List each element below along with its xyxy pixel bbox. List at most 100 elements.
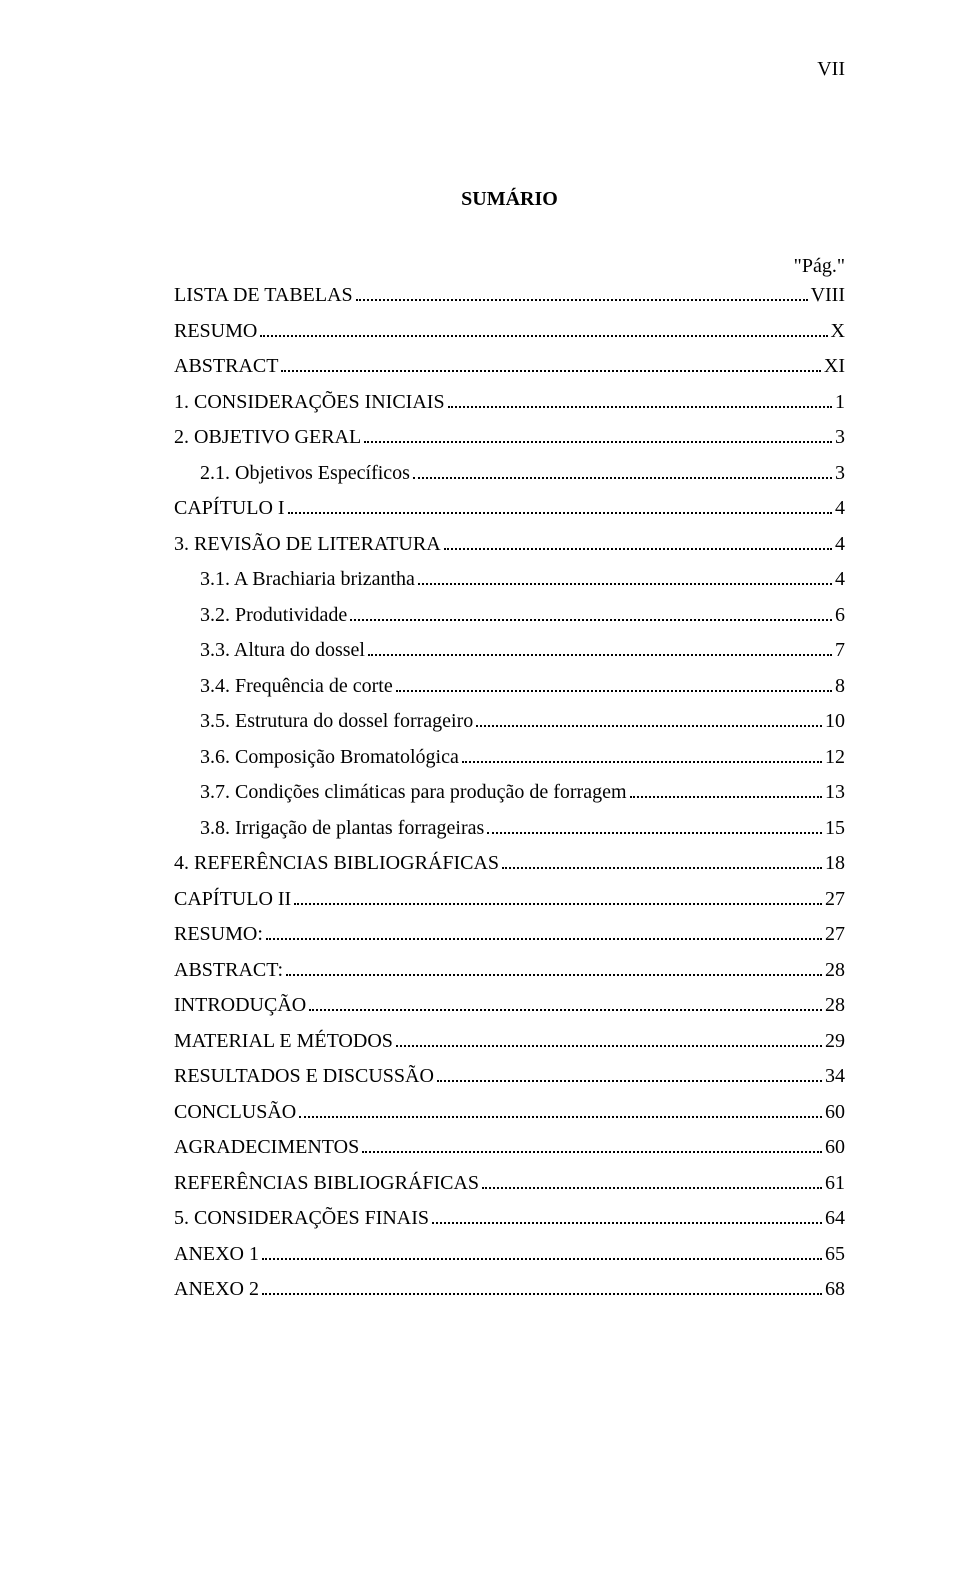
toc-entry-label: 3.6. Composição Bromatológica xyxy=(200,746,459,769)
toc-entry-page: 28 xyxy=(825,994,845,1017)
toc-dot-leader xyxy=(444,548,832,550)
toc-entry: RESULTADOS E DISCUSSÃO34 xyxy=(174,1065,845,1088)
toc-entry-page: 68 xyxy=(825,1278,845,1301)
toc-entry: 1. CONSIDERAÇÕES INICIAIS 1 xyxy=(174,391,845,414)
toc-entry-label: RESUMO xyxy=(174,320,257,343)
toc-entry: 5. CONSIDERAÇÕES FINAIS 64 xyxy=(174,1207,845,1230)
toc-dot-leader xyxy=(356,299,808,301)
toc-entry-page: 13 xyxy=(825,781,845,804)
toc-entry-label: MATERIAL E MÉTODOS xyxy=(174,1030,393,1053)
toc-entry-page: 64 xyxy=(825,1207,845,1230)
toc-entry-page: 34 xyxy=(825,1065,845,1088)
toc-dot-leader xyxy=(413,477,832,479)
toc-entry-label: 3.8. Irrigação de plantas forrageiras xyxy=(200,817,484,840)
page-column-label: "Pág." xyxy=(174,255,845,278)
toc-entry-label: 1. CONSIDERAÇÕES INICIAIS xyxy=(174,391,445,414)
toc-dot-leader xyxy=(309,1009,822,1011)
toc-entry-label: 5. CONSIDERAÇÕES FINAIS xyxy=(174,1207,429,1230)
toc-dot-leader xyxy=(482,1187,822,1189)
toc-entry: 3.5. Estrutura do dossel forrageiro 10 xyxy=(174,710,845,733)
toc-entry-page: 29 xyxy=(825,1030,845,1053)
toc-dot-leader xyxy=(487,832,822,834)
toc-entry-page: 3 xyxy=(835,462,845,485)
toc-entry-label: AGRADECIMENTOS xyxy=(174,1136,359,1159)
toc-dot-leader xyxy=(396,1045,822,1047)
toc-entry: 4. REFERÊNCIAS BIBLIOGRÁFICAS 18 xyxy=(174,852,845,875)
toc-entry-label: 4. REFERÊNCIAS BIBLIOGRÁFICAS xyxy=(174,852,499,875)
toc-dot-leader xyxy=(350,619,832,621)
toc-entry-page: 4 xyxy=(835,533,845,556)
toc-entry-page: 10 xyxy=(825,710,845,733)
toc-dot-leader xyxy=(299,1116,822,1118)
toc-entry-label: ANEXO 1 xyxy=(174,1243,259,1266)
toc-dot-leader xyxy=(368,654,832,656)
toc-entry-page: 60 xyxy=(825,1136,845,1159)
toc-entry: CAPÍTULO II 27 xyxy=(174,888,845,911)
toc-entry-label: 3. REVISÃO DE LITERATURA xyxy=(174,533,441,556)
toc-entry-page: XI xyxy=(824,355,845,378)
toc-dot-leader xyxy=(476,725,822,727)
toc-entry-label: INTRODUÇÃO xyxy=(174,994,306,1017)
toc-dot-leader xyxy=(288,512,832,514)
toc-entry-page: 3 xyxy=(835,426,845,449)
toc-entry: CAPÍTULO I 4 xyxy=(174,497,845,520)
toc-entry-page: 27 xyxy=(825,923,845,946)
toc-entry-label: ANEXO 2 xyxy=(174,1278,259,1301)
toc-list: LISTA DE TABELASVIII RESUMO X ABSTRACT XI 1. … xyxy=(174,284,845,1301)
toc-title: SUMÁRIO xyxy=(174,188,845,211)
page-number: VII xyxy=(817,58,845,81)
toc-entry-label: 3.5. Estrutura do dossel forrageiro xyxy=(200,710,473,733)
toc-entry-label: RESUMO: xyxy=(174,923,263,946)
toc-entry-label: LISTA DE TABELAS xyxy=(174,284,353,307)
toc-entry-label: CONCLUSÃO xyxy=(174,1101,296,1124)
toc-entry-label: 3.2. Produtividade xyxy=(200,604,347,627)
toc-entry: ANEXO 2 68 xyxy=(174,1278,845,1301)
toc-entry: AGRADECIMENTOS 60 xyxy=(174,1136,845,1159)
toc-entry: 3.2. Produtividade 6 xyxy=(174,604,845,627)
toc-entry-label: 3.1. A Brachiaria brizantha xyxy=(200,568,415,591)
toc-entry-page: 27 xyxy=(825,888,845,911)
toc-entry-page: 1 xyxy=(835,391,845,414)
toc-entry-page: 4 xyxy=(835,568,845,591)
toc-entry-label: 2.1. Objetivos Específicos xyxy=(200,462,410,485)
toc-entry-page: 6 xyxy=(835,604,845,627)
toc-entry: LISTA DE TABELASVIII xyxy=(174,284,845,307)
toc-entry-label: ABSTRACT xyxy=(174,355,278,378)
toc-entry: ABSTRACT XI xyxy=(174,355,845,378)
toc-entry-label: 2. OBJETIVO GERAL xyxy=(174,426,361,449)
toc-entry: ABSTRACT:28 xyxy=(174,959,845,982)
toc-entry: 3.4. Frequência de corte 8 xyxy=(174,675,845,698)
toc-entry-label: CAPÍTULO I xyxy=(174,497,285,520)
toc-dot-leader xyxy=(364,441,832,443)
toc-entry-label: 3.7. Condições climáticas para produção … xyxy=(200,781,627,804)
document-page: VII SUMÁRIO "Pág." LISTA DE TABELASVIII R… xyxy=(0,0,960,1596)
toc-entry: CONCLUSÃO 60 xyxy=(174,1101,845,1124)
toc-entry: 3.8. Irrigação de plantas forrageiras15 xyxy=(174,817,845,840)
toc-entry-label: ABSTRACT: xyxy=(174,959,283,982)
toc-entry-label: REFERÊNCIAS BIBLIOGRÁFICAS xyxy=(174,1172,479,1195)
toc-entry-label: CAPÍTULO II xyxy=(174,888,291,911)
toc-dot-leader xyxy=(418,583,832,585)
toc-entry: MATERIAL E MÉTODOS 29 xyxy=(174,1030,845,1053)
toc-entry-label: 3.3. Altura do dossel xyxy=(200,639,365,662)
toc-entry: 3.6. Composição Bromatológica12 xyxy=(174,746,845,769)
toc-entry-label: 3.4. Frequência de corte xyxy=(200,675,393,698)
toc-dot-leader xyxy=(502,867,822,869)
toc-entry-page: 60 xyxy=(825,1101,845,1124)
toc-dot-leader xyxy=(362,1151,822,1153)
toc-entry-page: 4 xyxy=(835,497,845,520)
toc-entry-page: X xyxy=(831,320,845,343)
toc-entry-page: 8 xyxy=(835,675,845,698)
toc-dot-leader xyxy=(286,974,822,976)
toc-dot-leader xyxy=(437,1080,822,1082)
toc-entry: RESUMO: 27 xyxy=(174,923,845,946)
toc-dot-leader xyxy=(396,690,832,692)
toc-dot-leader xyxy=(432,1222,822,1224)
toc-entry-page: 7 xyxy=(835,639,845,662)
toc-entry: REFERÊNCIAS BIBLIOGRÁFICAS61 xyxy=(174,1172,845,1195)
toc-dot-leader xyxy=(260,335,827,337)
toc-dot-leader xyxy=(448,406,832,408)
toc-dot-leader xyxy=(266,938,822,940)
toc-entry-page: 18 xyxy=(825,852,845,875)
toc-entry: ANEXO 165 xyxy=(174,1243,845,1266)
